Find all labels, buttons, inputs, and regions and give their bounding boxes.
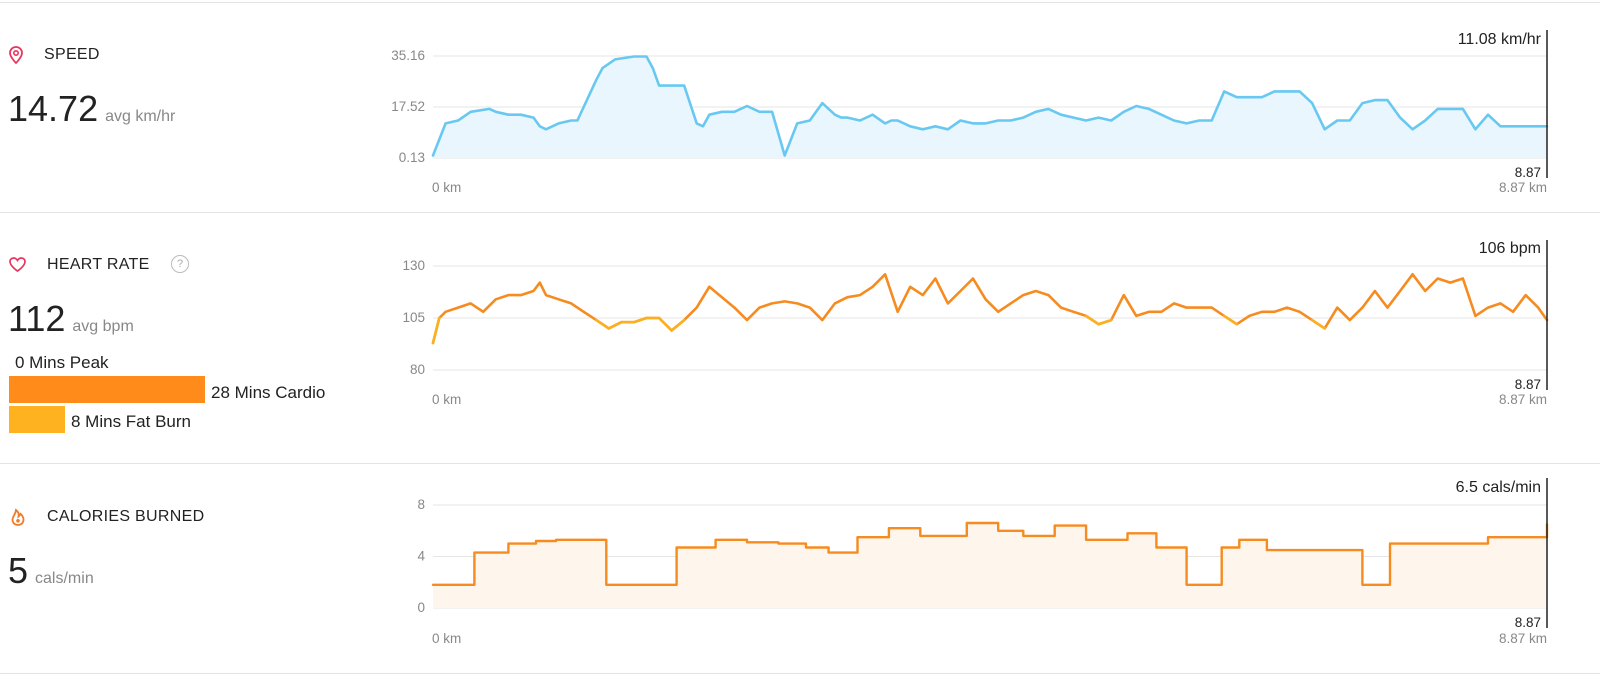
zone-fat-burn-bar bbox=[9, 406, 65, 433]
fat-burn-segment bbox=[632, 316, 648, 324]
location-pin-icon bbox=[9, 46, 23, 64]
calories-title: CALORIES BURNED bbox=[47, 508, 205, 525]
y-tick-label: 105 bbox=[402, 310, 425, 325]
x-start-label: 0 km bbox=[432, 631, 461, 646]
fat-burn-segment bbox=[657, 316, 673, 332]
fat-burn-segment bbox=[594, 318, 611, 330]
series-line bbox=[431, 521, 1549, 586]
x-end-label: 8.87 km bbox=[1499, 631, 1547, 646]
calories-avg-number: 5 bbox=[8, 550, 29, 591]
fat-burn-segment bbox=[1310, 318, 1327, 330]
cursor-distance-readout: 8.87 bbox=[1515, 377, 1541, 392]
calories-avg-value: 5 cals/min bbox=[8, 550, 94, 592]
current-value-readout: 6.5 cals/min bbox=[1456, 479, 1541, 496]
y-tick-label: 17.52 bbox=[391, 99, 425, 114]
heart-rate-avg-value: 112 avg bpm bbox=[8, 298, 134, 340]
calories-avg-unit: cals/min bbox=[35, 570, 94, 587]
y-tick-label: 80 bbox=[410, 362, 425, 377]
fat-burn-segment bbox=[1097, 318, 1113, 326]
help-icon[interactable]: ? bbox=[171, 255, 189, 273]
speed-title: SPEED bbox=[44, 46, 100, 63]
current-value-readout: 106 bpm bbox=[1479, 240, 1541, 257]
speed-section: SPEED 14.72 avg km/hr bbox=[0, 0, 1600, 212]
calories-section: CALORIES BURNED 5 cals/min bbox=[0, 464, 1600, 674]
heart-rate-title: HEART RATE bbox=[47, 256, 150, 273]
fat-burn-segment bbox=[1084, 314, 1100, 326]
speed-avg-unit: avg km/hr bbox=[105, 108, 176, 125]
divider bbox=[0, 212, 1600, 213]
heart-icon bbox=[9, 257, 26, 272]
cursor-distance-readout: 8.87 bbox=[1515, 615, 1541, 630]
speed-chart: 35.16 17.52 0.13 0 km 8.87 km 11.08 km/hr 8.87 bbox=[391, 30, 1549, 195]
x-end-label: 8.87 km bbox=[1499, 392, 1547, 407]
speed-avg-number: 14.72 bbox=[8, 88, 99, 129]
current-value-readout: 11.08 km/hr bbox=[1458, 31, 1542, 48]
x-start-label: 0 km bbox=[432, 392, 461, 407]
y-tick-label: 130 bbox=[402, 258, 425, 273]
y-tick-label: 8 bbox=[417, 497, 425, 512]
y-tick-label: 0 bbox=[417, 600, 425, 615]
fat-burn-segment bbox=[607, 320, 623, 330]
top-divider bbox=[0, 2, 1600, 3]
series-area bbox=[433, 523, 1547, 608]
series-area bbox=[433, 56, 1547, 158]
flame-icon bbox=[11, 508, 25, 526]
fat-burn-segment bbox=[431, 316, 441, 345]
heart-rate-section: HEART RATE ? 112 avg bpm 0 Mins Peak 28 M… bbox=[0, 213, 1600, 463]
speed-avg-value: 14.72 avg km/hr bbox=[8, 88, 175, 130]
zone-cardio-label: 28 Mins Cardio bbox=[211, 383, 326, 402]
zone-fat-burn-label: 8 Mins Fat Burn bbox=[71, 412, 191, 431]
cursor-distance-readout: 8.87 bbox=[1515, 165, 1541, 180]
x-start-label: 0 km bbox=[432, 180, 461, 195]
fat-burn-segment bbox=[1222, 314, 1239, 326]
y-tick-label: 35.16 bbox=[391, 48, 425, 63]
y-tick-label: 0.13 bbox=[399, 150, 425, 165]
zone-cardio-bar bbox=[9, 376, 205, 403]
divider bbox=[0, 673, 1600, 674]
heart-chart: 130 105 80 0 km 8.87 km 106 bpm 8.87 bbox=[402, 240, 1549, 407]
x-end-label: 8.87 km bbox=[1499, 180, 1547, 195]
fat-burn-segment bbox=[670, 318, 686, 332]
series-line bbox=[431, 273, 1549, 345]
series-line bbox=[431, 55, 1549, 157]
y-tick-label: 4 bbox=[417, 549, 425, 564]
calories-chart: 8 4 0 0 km 8.87 km 6.5 cals/min 8.87 bbox=[417, 478, 1549, 646]
heart-rate-avg-number: 112 bbox=[8, 298, 66, 339]
zone-peak-label: 0 Mins Peak bbox=[15, 353, 109, 372]
heart-rate-avg-unit: avg bpm bbox=[72, 318, 134, 335]
divider bbox=[0, 463, 1600, 464]
